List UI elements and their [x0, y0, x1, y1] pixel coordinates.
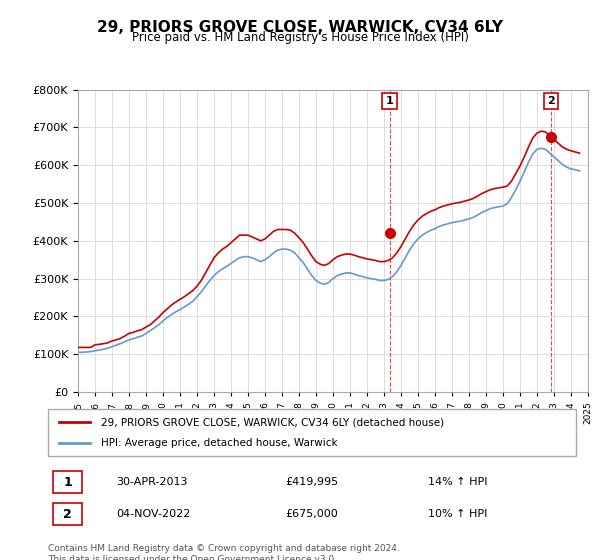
FancyBboxPatch shape: [53, 503, 82, 525]
Text: £419,995: £419,995: [286, 477, 339, 487]
Text: 2: 2: [63, 508, 72, 521]
Text: 14% ↑ HPI: 14% ↑ HPI: [428, 477, 488, 487]
Text: Contains HM Land Registry data © Crown copyright and database right 2024.
This d: Contains HM Land Registry data © Crown c…: [48, 544, 400, 560]
Text: Price paid vs. HM Land Registry's House Price Index (HPI): Price paid vs. HM Land Registry's House …: [131, 31, 469, 44]
Text: 30-APR-2013: 30-APR-2013: [116, 477, 188, 487]
Text: 29, PRIORS GROVE CLOSE, WARWICK, CV34 6LY: 29, PRIORS GROVE CLOSE, WARWICK, CV34 6L…: [97, 20, 503, 35]
FancyBboxPatch shape: [48, 409, 576, 456]
Text: 1: 1: [63, 476, 72, 489]
Text: £675,000: £675,000: [286, 510, 338, 520]
Text: 04-NOV-2022: 04-NOV-2022: [116, 510, 191, 520]
Text: 29, PRIORS GROVE CLOSE, WARWICK, CV34 6LY (detached house): 29, PRIORS GROVE CLOSE, WARWICK, CV34 6L…: [101, 417, 444, 427]
Text: HPI: Average price, detached house, Warwick: HPI: Average price, detached house, Warw…: [101, 438, 337, 448]
Text: 1: 1: [386, 96, 394, 106]
Text: 2: 2: [547, 96, 555, 106]
FancyBboxPatch shape: [53, 472, 82, 493]
Text: 10% ↑ HPI: 10% ↑ HPI: [428, 510, 488, 520]
